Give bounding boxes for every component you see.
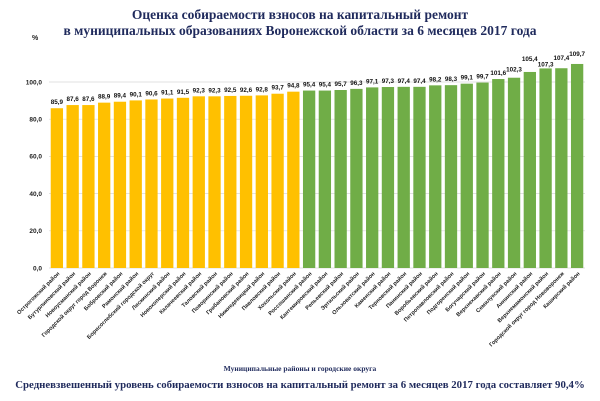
data-label: 90,6 [145, 90, 158, 97]
bar [239, 95, 253, 268]
bar [460, 83, 473, 268]
bar [255, 95, 268, 268]
data-label: 94,8 [287, 83, 300, 90]
bar [381, 87, 395, 269]
bar [224, 95, 237, 268]
y-tick-label: 40,0 [29, 191, 42, 198]
data-label: 90,1 [130, 91, 143, 98]
data-labels: 85,9 87,6 87,6 88,9 89,4 90,1 90,6 91,1 91,5 92,3… [51, 51, 586, 106]
y-tick-label: 80,0 [29, 117, 42, 124]
footer-summary: Средневзвешенный уровень собираемости вз… [15, 379, 585, 391]
data-label: 91,5 [177, 89, 190, 96]
bar [413, 86, 426, 268]
chart-title: Оценка собираемости взносов на капитальн… [131, 7, 469, 22]
y-tick-label: 0,0 [33, 265, 42, 272]
data-label: 107,4 [553, 55, 569, 62]
data-label: 97,4 [398, 78, 411, 85]
data-label: 105,4 [522, 56, 538, 63]
bar [271, 93, 284, 268]
data-label: 95,7 [335, 81, 348, 88]
bar [570, 63, 584, 269]
y-tick-label: 100,0 [26, 79, 43, 86]
data-label: 98,3 [445, 76, 458, 83]
bar [50, 108, 64, 268]
data-label: 88,9 [98, 94, 111, 101]
data-label: 92,3 [208, 87, 221, 94]
data-label: 97,3 [382, 78, 395, 85]
bar [397, 86, 410, 268]
bar [192, 96, 205, 268]
data-label: 99,7 [476, 74, 489, 81]
y-axis-unit: % [32, 35, 39, 42]
data-label: 101,6 [490, 70, 506, 77]
data-label: 92,8 [256, 86, 269, 93]
data-label: 97,4 [413, 78, 426, 85]
data-label: 98,2 [429, 76, 442, 83]
bar [161, 98, 174, 268]
chart-subtitle: в муниципальных образованиях Воронежской… [63, 23, 537, 38]
bar [318, 90, 332, 268]
data-label: 91,1 [161, 90, 174, 97]
bar [334, 90, 347, 268]
data-label: 93,7 [271, 85, 284, 92]
bar [145, 99, 158, 268]
bars [50, 63, 584, 269]
x-axis-label: Муниципальные районы и городские округа [223, 364, 377, 373]
bar [476, 82, 489, 268]
bar [82, 105, 95, 268]
data-label: 85,9 [51, 99, 64, 106]
bar [444, 85, 458, 268]
y-tick-label: 20,0 [29, 228, 42, 235]
bar [350, 88, 363, 268]
bar [366, 87, 379, 268]
bar [176, 97, 190, 268]
bar [429, 85, 442, 268]
data-label: 107,3 [538, 61, 554, 68]
data-label: 97,1 [366, 78, 379, 85]
bar [492, 79, 505, 269]
bar [555, 68, 568, 269]
y-axis-ticks: 0,0 20,0 40,0 60,0 80,0 100,0 [26, 79, 43, 272]
data-label: 95,4 [319, 82, 332, 89]
bar [113, 101, 127, 268]
bar [302, 90, 316, 268]
bar [507, 77, 521, 268]
data-label: 87,6 [67, 96, 80, 103]
bar [287, 91, 300, 268]
data-label: 92,6 [240, 87, 253, 94]
data-label: 96,3 [350, 80, 363, 87]
data-label: 92,5 [224, 87, 237, 94]
data-label: 87,6 [82, 96, 95, 103]
data-label: 102,3 [506, 67, 522, 74]
gridlines [49, 81, 585, 269]
bar [523, 71, 536, 269]
data-label: 89,4 [114, 93, 127, 100]
bar [66, 105, 79, 268]
bar [208, 96, 221, 268]
data-label: 109,7 [569, 51, 585, 58]
data-label: 95,4 [303, 82, 316, 89]
bar [539, 68, 552, 268]
bar [129, 100, 142, 268]
data-label: 99,1 [461, 75, 474, 82]
y-tick-label: 60,0 [29, 154, 42, 161]
bar [98, 102, 111, 269]
data-label: 92,3 [193, 87, 206, 94]
